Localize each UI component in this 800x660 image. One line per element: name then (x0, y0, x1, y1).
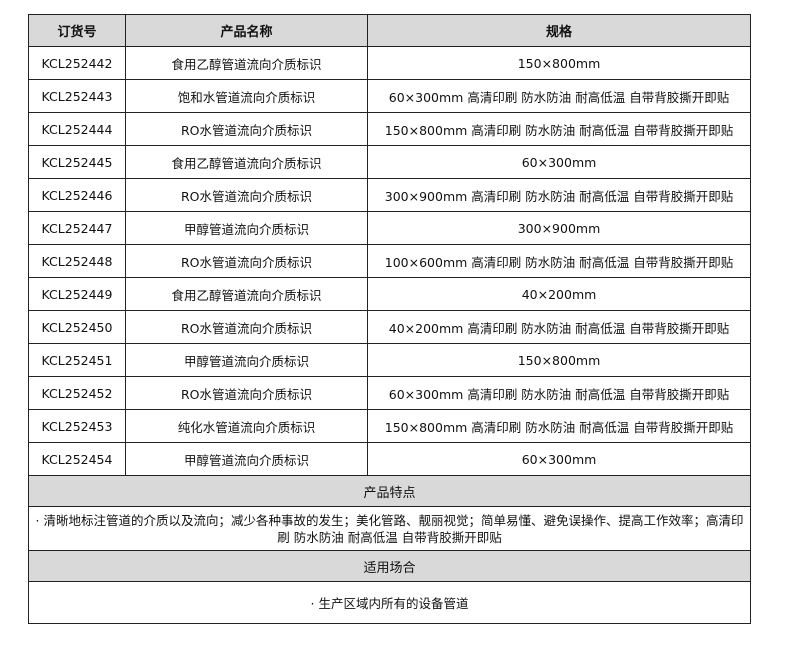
product-name-cell: 食用乙醇管道流向介质标识 (125, 145, 368, 179)
order-no-cell: KCL252442 (28, 46, 126, 80)
table-row: KCL252449 食用乙醇管道流向介质标识 40×200mm (28, 277, 751, 311)
table-row: KCL252454 甲醇管道流向介质标识 60×300mm (28, 442, 751, 476)
table-row: KCL252445 食用乙醇管道流向介质标识 60×300mm (28, 145, 751, 179)
order-no-cell: KCL252443 (28, 79, 126, 113)
product-name-cell: 饱和水管道流向介质标识 (125, 79, 368, 113)
features-title: 产品特点 (28, 475, 751, 507)
order-no-cell: KCL252446 (28, 178, 126, 212)
spec-cell: 150×800mm (367, 343, 751, 377)
table-row: KCL252453 纯化水管道流向介质标识 150×800mm 高清印刷 防水防油 … (28, 409, 751, 443)
product-name-cell: RO水管道流向介质标识 (125, 310, 368, 344)
table-row: KCL252452 RO水管道流向介质标识 60×300mm 高清印刷 防水防油 耐… (28, 376, 751, 410)
product-name-cell: RO水管道流向介质标识 (125, 244, 368, 278)
product-name-cell: RO水管道流向介质标识 (125, 376, 368, 410)
table-row: KCL252448 RO水管道流向介质标识 100×600mm 高清印刷 防水防油 … (28, 244, 751, 278)
order-no-cell: KCL252452 (28, 376, 126, 410)
header-spec: 规格 (367, 14, 751, 47)
table-row: KCL252446 RO水管道流向介质标识 300×900mm 高清印刷 防水防油 … (28, 178, 751, 212)
order-no-cell: KCL252453 (28, 409, 126, 443)
usage-text: · 生产区域内所有的设备管道 (28, 581, 751, 624)
spec-cell: 60×300mm (367, 442, 751, 476)
order-no-cell: KCL252444 (28, 112, 126, 146)
product-name-cell: 食用乙醇管道流向介质标识 (125, 46, 368, 80)
spec-cell: 150×800mm (367, 46, 751, 80)
header-product-name: 产品名称 (125, 14, 368, 47)
product-name-cell: 甲醇管道流向介质标识 (125, 343, 368, 377)
spec-cell: 60×300mm 高清印刷 防水防油 耐高低温 自带背胶撕开即贴 (367, 79, 751, 113)
spec-cell: 150×800mm 高清印刷 防水防油 耐高低温 自带背胶撕开即贴 (367, 112, 751, 146)
usage-title: 适用场合 (28, 550, 751, 582)
product-name-cell: RO水管道流向介质标识 (125, 178, 368, 212)
order-no-cell: KCL252447 (28, 211, 126, 245)
product-spec-table: 订货号 产品名称 规格 KCL252442 食用乙醇管道流向介质标识 150×800… (28, 14, 751, 624)
order-no-cell: KCL252450 (28, 310, 126, 344)
product-name-cell: RO水管道流向介质标识 (125, 112, 368, 146)
usage-row: · 生产区域内所有的设备管道 (28, 581, 751, 624)
features-row: · 清晰地标注管道的介质以及流向；减少各种事故的发生；美化管路、靓丽视觉；简单易… (28, 506, 751, 551)
spec-cell: 60×300mm 高清印刷 防水防油 耐高低温 自带背胶撕开即贴 (367, 376, 751, 410)
product-name-cell: 食用乙醇管道流向介质标识 (125, 277, 368, 311)
spec-cell: 60×300mm (367, 145, 751, 179)
table-row: KCL252450 RO水管道流向介质标识 40×200mm 高清印刷 防水防油 耐… (28, 310, 751, 344)
usage-header-row: 适用场合 (28, 550, 751, 582)
product-name-cell: 甲醇管道流向介质标识 (125, 211, 368, 245)
product-name-cell: 纯化水管道流向介质标识 (125, 409, 368, 443)
order-no-cell: KCL252448 (28, 244, 126, 278)
order-no-cell: KCL252445 (28, 145, 126, 179)
order-no-cell: KCL252449 (28, 277, 126, 311)
table-row: KCL252443 饱和水管道流向介质标识 60×300mm 高清印刷 防水防油 耐… (28, 79, 751, 113)
table-row: KCL252451 甲醇管道流向介质标识 150×800mm (28, 343, 751, 377)
spec-cell: 150×800mm 高清印刷 防水防油 耐高低温 自带背胶撕开即贴 (367, 409, 751, 443)
order-no-cell: KCL252451 (28, 343, 126, 377)
spec-cell: 300×900mm 高清印刷 防水防油 耐高低温 自带背胶撕开即贴 (367, 178, 751, 212)
header-order-no: 订货号 (28, 14, 126, 47)
spec-cell: 40×200mm (367, 277, 751, 311)
table-row: KCL252444 RO水管道流向介质标识 150×800mm 高清印刷 防水防油 … (28, 112, 751, 146)
spec-cell: 40×200mm 高清印刷 防水防油 耐高低温 自带背胶撕开即贴 (367, 310, 751, 344)
spec-cell: 300×900mm (367, 211, 751, 245)
table-row: KCL252447 甲醇管道流向介质标识 300×900mm (28, 211, 751, 245)
header-row: 订货号 产品名称 规格 (28, 14, 751, 47)
features-header-row: 产品特点 (28, 475, 751, 507)
table-row: KCL252442 食用乙醇管道流向介质标识 150×800mm (28, 46, 751, 80)
features-text: · 清晰地标注管道的介质以及流向；减少各种事故的发生；美化管路、靓丽视觉；简单易… (28, 506, 751, 551)
order-no-cell: KCL252454 (28, 442, 126, 476)
product-name-cell: 甲醇管道流向介质标识 (125, 442, 368, 476)
spec-cell: 100×600mm 高清印刷 防水防油 耐高低温 自带背胶撕开即贴 (367, 244, 751, 278)
